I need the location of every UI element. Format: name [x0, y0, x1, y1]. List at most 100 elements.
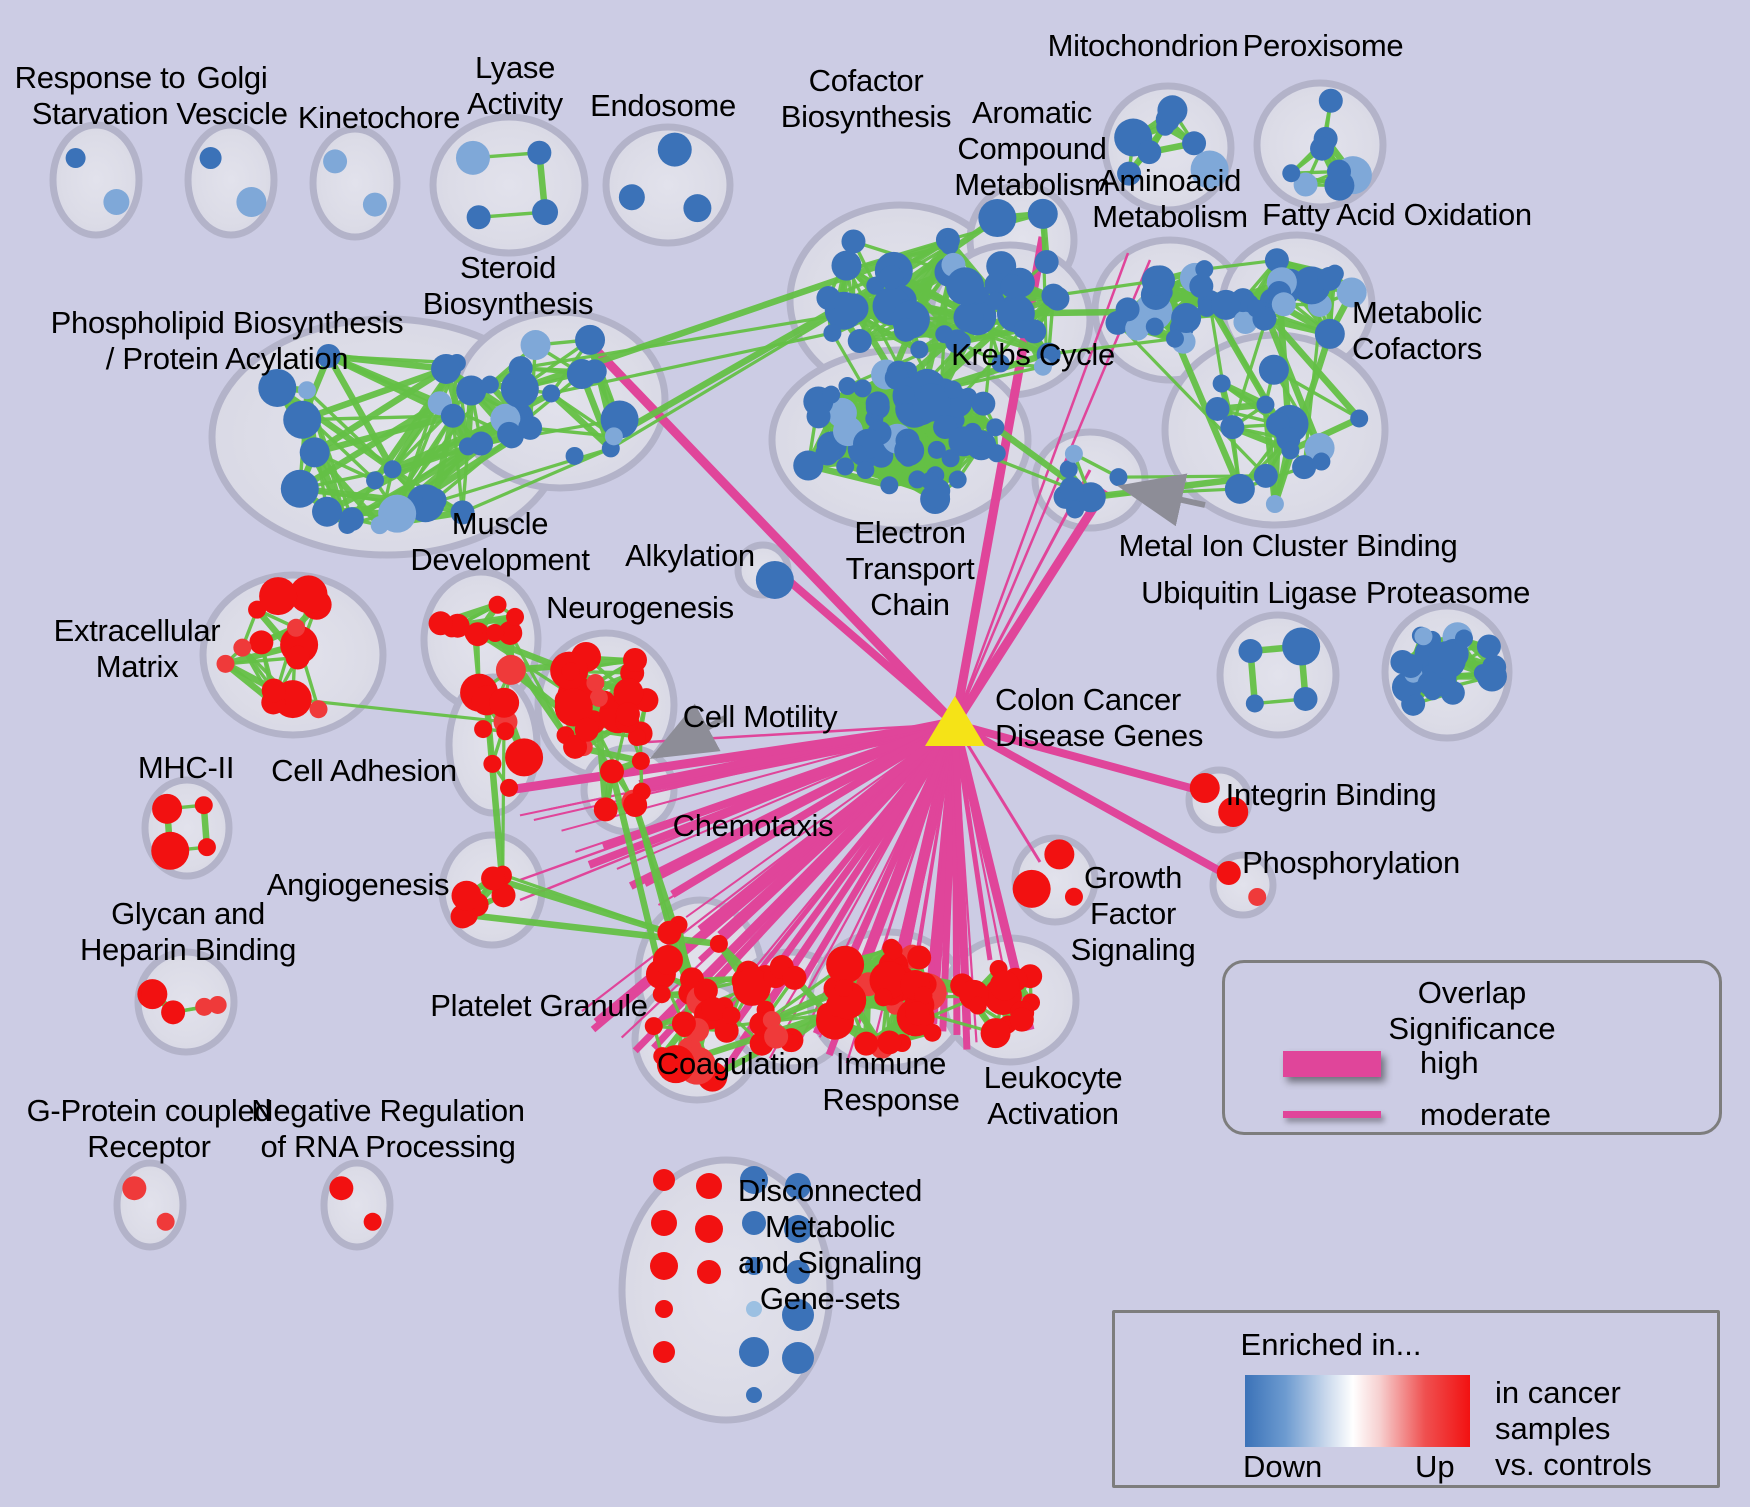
gene-set-node[interactable]	[495, 654, 526, 685]
gene-set-node[interactable]	[1326, 159, 1351, 184]
gene-set-node[interactable]	[1238, 639, 1263, 664]
gene-set-node[interactable]	[653, 1169, 675, 1191]
gene-set-node[interactable]	[156, 1212, 175, 1231]
gene-set-node[interactable]	[986, 291, 1005, 310]
gene-set-node[interactable]	[574, 717, 599, 742]
gene-set-node[interactable]	[831, 250, 862, 281]
gene-set-node[interactable]	[613, 678, 644, 709]
gene-set-node[interactable]	[940, 236, 959, 255]
gene-set-node[interactable]	[925, 484, 950, 509]
gene-set-node[interactable]	[152, 793, 183, 824]
gene-set-node[interactable]	[742, 1211, 766, 1235]
gene-set-node[interactable]	[258, 368, 297, 407]
gene-set-node[interactable]	[945, 329, 970, 354]
gene-set-node[interactable]	[500, 369, 539, 408]
gene-set-node[interactable]	[1350, 409, 1369, 428]
gene-set-node[interactable]	[362, 192, 387, 217]
gene-set-node[interactable]	[532, 199, 559, 226]
gene-set-node[interactable]	[1190, 150, 1229, 189]
gene-set-node[interactable]	[500, 778, 519, 797]
gene-set-node[interactable]	[650, 1252, 678, 1280]
gene-set-node[interactable]	[456, 375, 487, 406]
gene-set-node[interactable]	[651, 1210, 677, 1236]
gene-set-node[interactable]	[65, 148, 86, 169]
gene-set-node[interactable]	[1245, 694, 1264, 713]
gene-set-node[interactable]	[623, 793, 648, 818]
gene-set-node[interactable]	[498, 620, 523, 645]
gene-set-node[interactable]	[197, 838, 216, 857]
gene-set-node[interactable]	[1264, 248, 1289, 273]
gene-set-node[interactable]	[905, 1001, 930, 1026]
gene-set-node[interactable]	[989, 970, 1020, 1001]
gene-set-node[interactable]	[1141, 265, 1172, 296]
gene-set-node[interactable]	[853, 379, 872, 398]
gene-set-node[interactable]	[722, 1006, 741, 1025]
gene-set-node[interactable]	[1157, 95, 1188, 126]
gene-set-node[interactable]	[520, 330, 551, 361]
gene-set-node[interactable]	[683, 194, 712, 223]
gene-set-node[interactable]	[466, 205, 491, 230]
gene-set-node[interactable]	[914, 986, 933, 1005]
gene-set-node[interactable]	[834, 978, 853, 997]
gene-set-node[interactable]	[1314, 318, 1345, 349]
gene-set-node[interactable]	[261, 678, 286, 703]
gene-set-node[interactable]	[856, 461, 875, 480]
gene-set-node[interactable]	[782, 1299, 814, 1331]
gene-set-node[interactable]	[1282, 164, 1301, 183]
gene-set-node[interactable]	[1317, 266, 1342, 291]
gene-set-node[interactable]	[971, 391, 996, 416]
gene-set-node[interactable]	[366, 471, 385, 490]
gene-set-node[interactable]	[1109, 468, 1128, 487]
gene-set-node[interactable]	[656, 1045, 695, 1084]
gene-set-node[interactable]	[506, 607, 525, 626]
gene-set-node[interactable]	[745, 1257, 763, 1275]
gene-set-node[interactable]	[422, 488, 447, 513]
gene-set-node[interactable]	[986, 418, 1005, 437]
gene-set-node[interactable]	[849, 444, 868, 463]
gene-set-node[interactable]	[1216, 861, 1241, 886]
gene-set-node[interactable]	[1256, 395, 1275, 414]
gene-set-node[interactable]	[782, 965, 807, 990]
gene-set-node[interactable]	[1165, 329, 1184, 348]
gene-set-node[interactable]	[431, 353, 462, 384]
gene-set-node[interactable]	[604, 427, 623, 446]
gene-set-node[interactable]	[1253, 463, 1278, 488]
gene-set-node[interactable]	[141, 981, 166, 1006]
gene-set-node[interactable]	[786, 1260, 810, 1284]
gene-set-node[interactable]	[593, 797, 618, 822]
gene-set-node[interactable]	[486, 624, 505, 643]
gene-set-node[interactable]	[627, 728, 646, 747]
gene-set-node[interactable]	[1282, 627, 1321, 666]
gene-set-node[interactable]	[739, 1337, 769, 1367]
gene-set-node[interactable]	[968, 996, 987, 1015]
gene-set-node[interactable]	[615, 702, 640, 727]
gene-set-node[interactable]	[923, 1023, 942, 1042]
gene-set-node[interactable]	[1220, 415, 1245, 440]
gene-set-node[interactable]	[652, 985, 671, 1004]
gene-set-node[interactable]	[1064, 444, 1083, 463]
gene-set-node[interactable]	[816, 286, 841, 311]
gene-set-node[interactable]	[1293, 172, 1318, 197]
gene-set-node[interactable]	[879, 265, 904, 290]
gene-set-node[interactable]	[287, 618, 306, 637]
gene-set-node[interactable]	[920, 471, 939, 490]
gene-set-node[interactable]	[1271, 292, 1296, 317]
gene-set-node[interactable]	[1115, 297, 1140, 322]
gene-set-node[interactable]	[488, 595, 507, 614]
gene-set-node[interactable]	[793, 450, 824, 481]
gene-set-node[interactable]	[1064, 887, 1083, 906]
gene-set-node[interactable]	[208, 995, 227, 1014]
gene-set-node[interactable]	[764, 1024, 789, 1049]
gene-set-node[interactable]	[103, 188, 130, 215]
gene-set-node[interactable]	[1041, 283, 1066, 308]
gene-set-node[interactable]	[1212, 374, 1231, 393]
gene-set-node[interactable]	[505, 738, 544, 777]
gene-set-node[interactable]	[338, 515, 357, 534]
gene-set-node[interactable]	[1027, 198, 1058, 229]
gene-set-node[interactable]	[1059, 476, 1084, 501]
gene-set-node[interactable]	[880, 476, 899, 495]
gene-set-node[interactable]	[1476, 661, 1507, 692]
gene-set-node[interactable]	[894, 435, 925, 466]
gene-set-node[interactable]	[1224, 473, 1255, 504]
gene-set-node[interactable]	[836, 457, 855, 476]
